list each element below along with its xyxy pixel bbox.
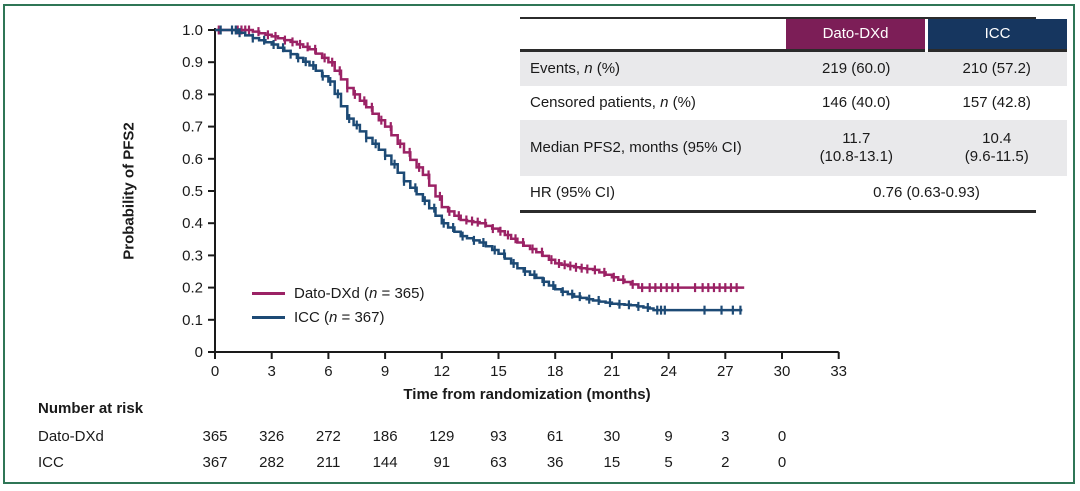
risk-row-label: ICC — [38, 454, 64, 471]
risk-count: 282 — [259, 454, 285, 471]
summary-row-label: Events, n (%) — [520, 50, 786, 86]
risk-count: 61 — [546, 428, 564, 445]
summary-row-label: HR (95% CI) — [530, 184, 616, 202]
risk-count: 0 — [777, 454, 787, 471]
x-tick-label: 18 — [547, 363, 564, 380]
risk-count: 326 — [259, 428, 285, 445]
legend: Dato-DXd (n = 365) ICC (n = 367) — [252, 281, 425, 329]
risk-count: 0 — [777, 428, 787, 445]
y-tick-label: 0.6 — [182, 151, 203, 168]
risk-count: 367 — [202, 454, 228, 471]
summary-header-dato-dxd: Dato-DXd — [786, 19, 927, 51]
risk-count: 272 — [315, 428, 341, 445]
x-tick-label: 9 — [381, 363, 389, 380]
summary-row: Censored patients, n (%) 146 (40.0) 157 (4… — [520, 86, 1067, 120]
legend-label: ICC (n = 367) — [294, 308, 385, 326]
summary-value: 219 (60.0) — [786, 50, 927, 86]
y-tick-label: 0.5 — [182, 183, 203, 200]
summary-row: Median PFS2, months (95% CI) 11.7 (10.8-13… — [520, 120, 1067, 176]
risk-count: 144 — [372, 454, 398, 471]
x-tick-label: 0 — [211, 363, 219, 380]
x-tick-label: 6 — [324, 363, 332, 380]
x-axis-label: Time from randomization (months) — [403, 386, 651, 403]
summary-value: 157 (42.8) — [962, 94, 1031, 112]
legend-line-swatch — [252, 315, 285, 319]
summary-row: Events, n (%) 219 (60.0) 210 (57.2) — [520, 50, 1067, 86]
legend-label: Dato-DXd (n = 365) — [294, 284, 425, 302]
risk-count: 63 — [490, 454, 507, 471]
summary-table: Dato-DXd ICC Events, n (%) 219 (60.0) 210 (5… — [520, 17, 1067, 213]
x-tick-label: 27 — [717, 363, 734, 380]
summary-value: 210 (57.2) — [926, 50, 1067, 86]
y-tick-label: 0.3 — [182, 247, 203, 264]
y-tick-label: 0.2 — [182, 280, 203, 297]
risk-count: 36 — [546, 454, 564, 471]
risk-count: 30 — [603, 428, 621, 445]
legend-line-swatch — [252, 291, 285, 295]
x-tick-label: 15 — [490, 363, 507, 380]
risk-count: 93 — [490, 428, 507, 445]
risk-count: 91 — [433, 454, 451, 471]
x-tick-label: 3 — [268, 363, 276, 380]
risk-count: 211 — [316, 454, 341, 471]
summary-row: HR (95% CI) 0.76 (0.63-0.93) — [520, 176, 1067, 210]
y-tick-label: 0.7 — [182, 119, 203, 136]
km-curve-dato-dxd — [215, 28, 745, 289]
risk-count: 186 — [372, 428, 398, 445]
number-at-risk-title: Number at risk — [38, 400, 144, 417]
risk-count: 5 — [664, 454, 673, 471]
y-tick-label: 0.4 — [182, 215, 203, 232]
y-tick-label: 0 — [195, 344, 203, 361]
risk-count: 9 — [664, 428, 673, 445]
y-tick-label: 0.1 — [182, 312, 203, 329]
x-tick-label: 21 — [604, 363, 621, 380]
risk-count: 129 — [429, 428, 455, 445]
y-axis-label: Probability of PFS2 — [120, 122, 138, 260]
summary-merged-value: 0.76 (0.63-0.93) — [873, 184, 980, 202]
summary-value: 10.4 (9.6-11.5) — [926, 120, 1067, 176]
risk-row-label: Dato-DXd — [38, 428, 104, 445]
x-tick-label: 30 — [774, 363, 791, 380]
legend-item: ICC (n = 367) — [252, 305, 425, 329]
x-tick-label: 33 — [830, 363, 847, 380]
x-tick-label: 12 — [433, 363, 450, 380]
summary-row-label: Censored patients, n (%) — [530, 94, 696, 112]
summary-value: 146 (40.0) — [822, 94, 891, 112]
summary-row-label: Median PFS2, months (95% CI) — [520, 120, 786, 176]
legend-item: Dato-DXd (n = 365) — [252, 281, 425, 305]
summary-value: 11.7 (10.8-13.1) — [786, 120, 927, 176]
risk-count: 15 — [603, 454, 621, 471]
summary-header-blank — [520, 19, 786, 51]
summary-header-icc: ICC — [925, 19, 1067, 51]
x-tick-label: 24 — [660, 363, 677, 380]
risk-count: 2 — [721, 454, 730, 471]
y-tick-label: 1.0 — [182, 22, 203, 39]
summary-header-row: Dato-DXd ICC — [520, 19, 1067, 51]
risk-count: 3 — [721, 428, 730, 445]
risk-count: 365 — [202, 428, 228, 445]
y-tick-label: 0.9 — [182, 54, 203, 71]
y-tick-label: 0.8 — [182, 86, 203, 103]
